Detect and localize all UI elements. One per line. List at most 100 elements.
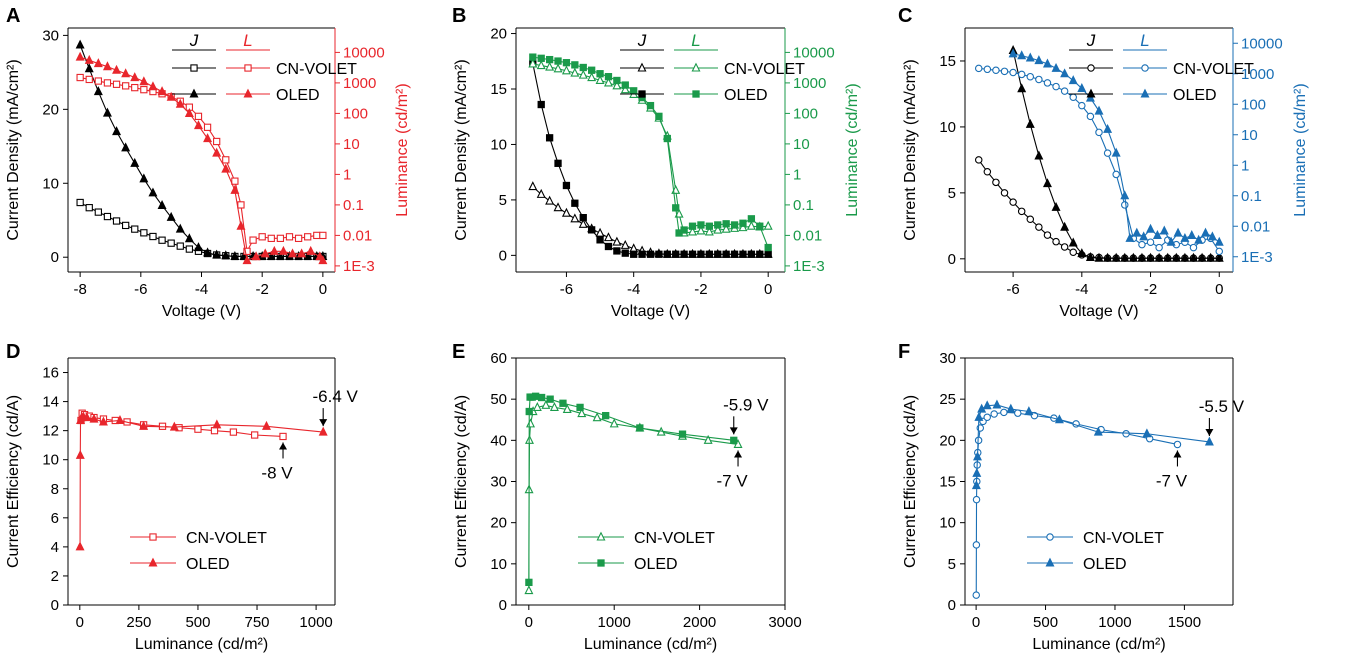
data-point: [524, 585, 534, 595]
panel-a: A -8 -6 -4 -2 0 0 10 20 30 1E-3 0.01 0.1 1 10 100 1000 10…: [5, 5, 411, 320]
data-point: [630, 87, 638, 95]
data-point: [596, 70, 604, 78]
data-point: [1051, 201, 1061, 211]
data-point: [1120, 190, 1130, 200]
legend-label: OLED: [634, 556, 678, 573]
data-point: [94, 77, 102, 85]
y2-axis-label: Luminance (cd/m²): [1292, 83, 1309, 216]
data-point: [578, 218, 588, 228]
data-point: [1017, 50, 1027, 60]
legend-label: CN-VOLET: [186, 530, 267, 547]
series-line: [79, 44, 323, 258]
y2-tick-label: 1000: [1241, 66, 1274, 83]
data-point: [103, 212, 112, 221]
legend-marker: [1086, 88, 1096, 98]
data-point: [663, 250, 671, 258]
data-point: [313, 231, 321, 240]
data-point: [1025, 52, 1035, 62]
legend-label: OLED: [724, 87, 768, 104]
data-point: [112, 64, 122, 74]
data-point: [559, 399, 567, 407]
data-point: [85, 75, 93, 84]
data-point: [588, 226, 596, 234]
y2-tick-label: 0.01: [793, 227, 822, 244]
x-tick-label: 1000: [1098, 614, 1131, 631]
data-point: [604, 242, 613, 251]
y-tick-label: 5: [948, 556, 956, 573]
data-point: [103, 79, 112, 87]
x-axis-label: Voltage (V): [611, 303, 690, 320]
y2-tick-label: 1E-3: [1241, 249, 1273, 266]
data-point: [258, 233, 266, 241]
data-point: [562, 59, 571, 67]
data-point: [655, 250, 663, 258]
data-point: [528, 181, 538, 191]
y-tick-label: 6: [51, 510, 59, 527]
data-point: [541, 399, 551, 409]
data-point: [98, 416, 108, 426]
y2-tick-label: 10: [793, 136, 810, 153]
data-point: [210, 426, 219, 435]
data-point: [139, 76, 149, 86]
y2-tick-label: 10000: [343, 44, 385, 61]
data-point: [532, 401, 542, 411]
data-point: [672, 204, 680, 212]
x-tick-label: 1000: [598, 614, 631, 631]
legend-marker: [596, 531, 606, 541]
annotation-upper-arrow-head: [319, 419, 328, 427]
data-point: [1146, 238, 1155, 246]
data-point: [203, 133, 213, 143]
data-point: [1086, 112, 1095, 121]
data-point: [1008, 48, 1018, 58]
data-point: [554, 159, 562, 167]
data-point: [1152, 230, 1162, 239]
data-point: [1069, 248, 1077, 256]
y2-tick-label: 10: [1241, 127, 1258, 144]
data-point: [1000, 408, 1008, 417]
x-tick-label: -6: [1006, 281, 1019, 298]
data-point: [536, 188, 546, 198]
panel-d: D 0 250 500 750 1000 0 2 4 6 8 10 12 14 16 Luminance (c…: [5, 341, 359, 653]
x-axis-label: Luminance (cd/m²): [584, 636, 717, 653]
panel-b: B -6 -4 -2 0 0 5 10 15 20 1E-3 0.01 0.1 1 10 100 1000 100…: [452, 5, 861, 320]
data-point: [972, 495, 981, 504]
data-point: [1121, 201, 1129, 209]
data-point: [303, 251, 313, 261]
legend-label: OLED: [186, 556, 230, 573]
x-tick-label: 250: [126, 614, 151, 631]
annotation-lower: -7 V: [1156, 471, 1188, 490]
y-tick-label: 14: [42, 394, 59, 411]
legend-marker: [190, 64, 198, 72]
data-point: [212, 249, 222, 259]
data-point: [1180, 232, 1190, 242]
x-tick-label: -8: [73, 281, 86, 298]
y-tick-label: 0: [948, 251, 956, 268]
series-cn-volet-l: [974, 64, 1224, 256]
data-point: [688, 226, 698, 236]
data-point: [1052, 237, 1060, 246]
data-point: [121, 68, 131, 78]
x-tick-label: 0: [764, 281, 772, 298]
data-point: [663, 134, 671, 143]
data-point: [266, 251, 276, 261]
data-point: [536, 60, 546, 70]
data-point: [621, 81, 629, 89]
data-point: [1166, 236, 1176, 246]
data-point: [1173, 227, 1183, 237]
data-point: [602, 411, 610, 420]
data-point: [528, 58, 538, 68]
y-tick-label: 20: [490, 515, 507, 532]
y2-tick-label: 1E-3: [793, 258, 825, 275]
y2-tick-label: 0.01: [1241, 218, 1270, 235]
data-point: [1138, 240, 1146, 249]
data-point: [730, 436, 738, 444]
series-line: [528, 395, 734, 583]
data-point: [537, 54, 545, 62]
data-point: [139, 420, 149, 430]
data-point: [1060, 87, 1069, 95]
data-point: [714, 221, 722, 229]
data-point: [229, 428, 238, 436]
data-point: [595, 227, 605, 237]
data-point: [130, 157, 140, 167]
legend-header-j: J: [637, 31, 647, 50]
